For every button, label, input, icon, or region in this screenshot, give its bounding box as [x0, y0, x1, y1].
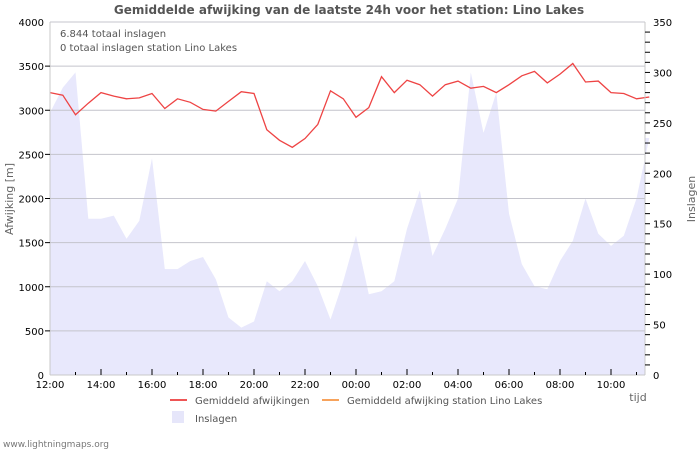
y-tick-label: 4000: [19, 18, 44, 29]
y-axis-left-ticks: 0 500 1000 1500 2000 2500 3000 3500 4000: [19, 18, 50, 382]
inslagen-area: [50, 72, 650, 376]
x-tick-label: 08:00: [546, 380, 575, 391]
y-right-tick-label: 150: [653, 220, 672, 231]
legend-item-inslagen[interactable]: Inslagen: [172, 411, 237, 425]
legend: Gemiddeld afwijkingen Gemiddeld afwijkin…: [170, 396, 542, 425]
y-axis-left-title: Afwijking [m]: [3, 163, 16, 235]
average-deviation-line: [49, 62, 650, 149]
x-axis-title: tijd: [629, 391, 646, 404]
legend-swatch-inslagen: [172, 411, 184, 423]
y-tick-label: 500: [25, 327, 44, 338]
y-tick-label: 0: [38, 371, 44, 382]
y-tick-label: 3500: [19, 62, 44, 73]
y-right-tick-label: 250: [653, 119, 672, 130]
x-tick-label: 14:00: [87, 380, 116, 391]
x-tick-label: 12:00: [36, 380, 65, 391]
y-right-tick-label: 100: [653, 270, 672, 281]
y-right-tick-label: 300: [653, 68, 672, 79]
y-right-tick-label: 200: [653, 169, 672, 180]
x-tick-label: 00:00: [342, 380, 371, 391]
y-tick-label: 3000: [19, 106, 44, 117]
y-axis-right-title: Inslagen: [685, 176, 698, 222]
footer-credit: www.lightningmaps.org: [3, 440, 109, 450]
chart-title: Gemiddelde afwijking van de laatste 24h …: [114, 3, 584, 17]
y-right-tick-label: 350: [653, 18, 672, 29]
info-total-strikes: 6.844 totaal inslagen: [60, 29, 166, 40]
x-tick-label: 06:00: [495, 380, 524, 391]
x-tick-label: 20:00: [240, 380, 269, 391]
x-axis-ticks: 12:00 14:00 16:00 18:00 20:00 22:00 00:00 02:00…: [36, 369, 637, 391]
y-tick-label: 2500: [19, 150, 44, 161]
x-tick-label: 10:00: [597, 380, 626, 391]
y-right-tick-label: 50: [653, 321, 666, 332]
legend-label-inslagen: Inslagen: [195, 414, 237, 425]
info-station-strikes: 0 totaal inslagen station Lino Lakes: [60, 43, 237, 54]
y-tick-label: 1000: [19, 283, 44, 294]
y-tick-label: 2000: [19, 195, 44, 206]
y-tick-label: 1500: [19, 239, 44, 250]
legend-item-station[interactable]: Gemiddeld afwijking station Lino Lakes: [322, 396, 542, 407]
legend-label-station: Gemiddeld afwijking station Lino Lakes: [347, 396, 542, 407]
x-tick-label: 02:00: [393, 380, 422, 391]
x-tick-label: 18:00: [189, 380, 218, 391]
grid-lines-overlay: [50, 21, 645, 332]
y-axis-right-ticks: 0 50 100 150 200 250 300 350: [645, 18, 672, 382]
legend-label-average: Gemiddeld afwijkingen: [195, 396, 310, 407]
x-tick-label: 04:00: [444, 380, 473, 391]
legend-item-average[interactable]: Gemiddeld afwijkingen: [170, 396, 310, 407]
x-tick-label: 22:00: [291, 380, 320, 391]
y-right-tick-label: 0: [653, 371, 659, 382]
x-tick-label: 16:00: [138, 380, 167, 391]
